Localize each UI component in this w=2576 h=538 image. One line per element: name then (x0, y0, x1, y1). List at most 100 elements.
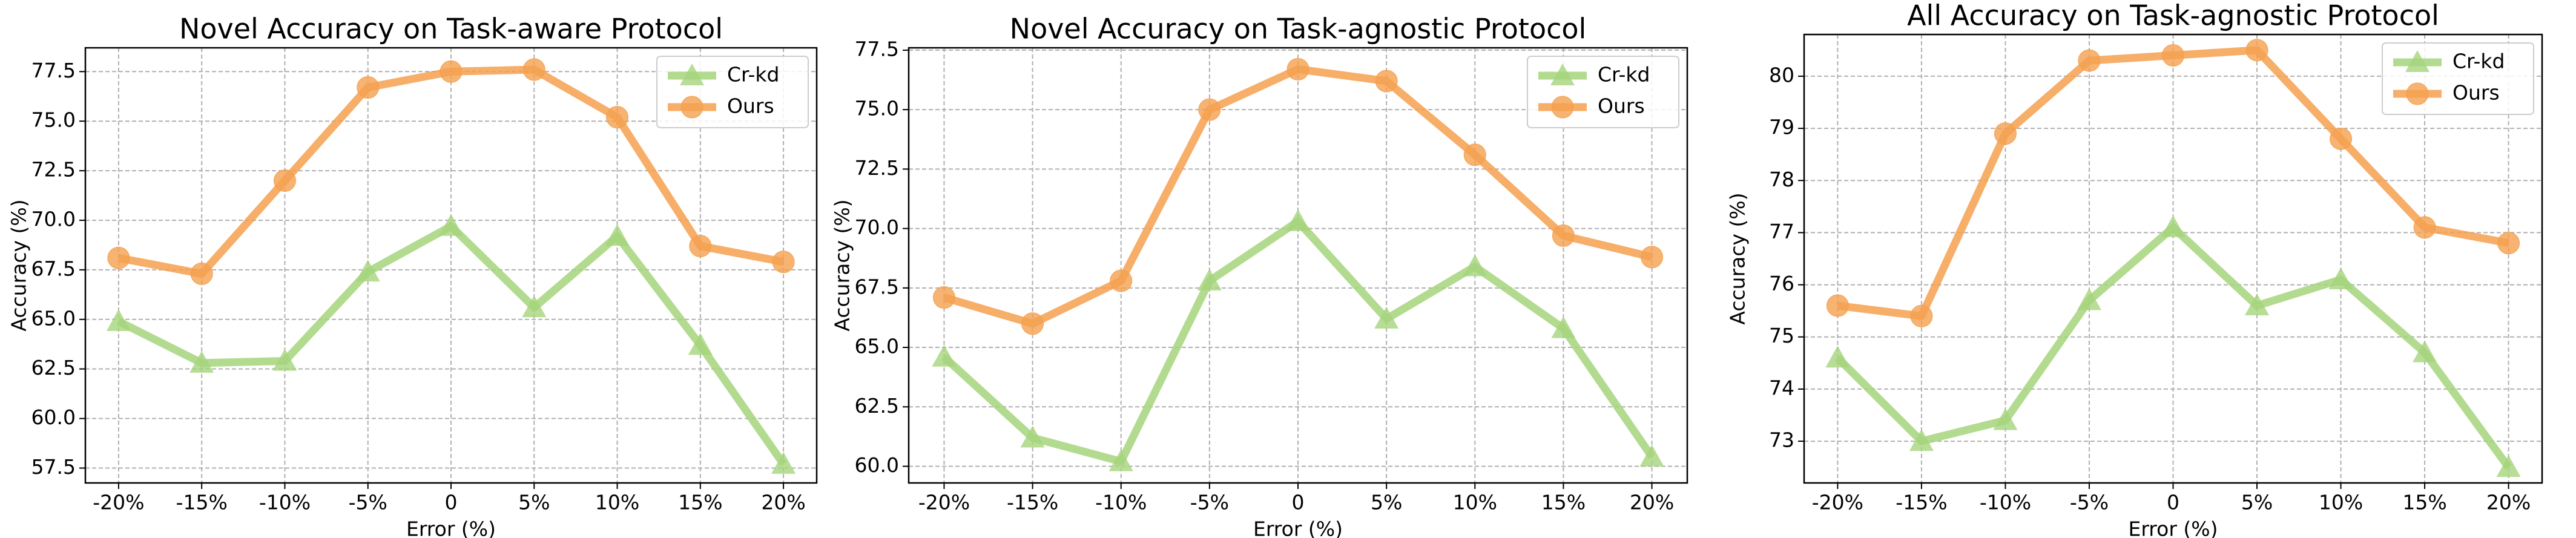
marker (1374, 306, 1399, 329)
marker (1108, 449, 1133, 471)
y-tick-label: 77.5 (855, 37, 899, 61)
marker (355, 260, 380, 282)
marker (1994, 122, 2017, 145)
x-tick-label: 5% (1371, 491, 1402, 514)
y-tick-label: 70.0 (31, 207, 76, 231)
marker (1463, 254, 1487, 277)
marker (1826, 294, 1849, 317)
x-tick-label: -10% (1980, 491, 2031, 514)
marker (522, 295, 547, 318)
x-tick-label: -15% (1896, 491, 1947, 514)
marker (2497, 232, 2520, 255)
marker (2161, 215, 2186, 237)
marker (606, 106, 629, 129)
marker (1110, 269, 1133, 292)
marker (439, 214, 463, 236)
x-axis-label: Error (%) (2128, 517, 2218, 538)
marker (2328, 267, 2353, 289)
y-tick-label: 74 (1769, 376, 1794, 399)
y-tick-label: 62.5 (855, 394, 899, 418)
marker (189, 350, 214, 373)
marker (932, 344, 957, 367)
y-tick-label: 77 (1769, 220, 1794, 243)
legend-label: Ours (2452, 81, 2500, 105)
y-tick-label: 72.5 (31, 158, 76, 182)
x-tick-label: 20% (1630, 491, 1674, 514)
legend-label: Cr-kd (2452, 50, 2505, 73)
marker (1993, 408, 2018, 430)
x-tick-label: 10% (1453, 491, 1497, 514)
y-tick-label: 72.5 (855, 156, 899, 180)
x-tick-label: 15% (1541, 491, 1586, 514)
marker (107, 246, 130, 269)
x-tick-label: -20% (918, 491, 970, 514)
x-tick-label: 10% (595, 491, 639, 514)
x-tick-label: -15% (176, 491, 228, 514)
marker (2413, 340, 2437, 362)
y-tick-label: 62.5 (31, 356, 76, 379)
marker (2406, 82, 2429, 105)
marker (1641, 246, 1664, 269)
x-tick-label: 0 (2167, 491, 2179, 514)
marker (272, 349, 297, 371)
x-tick-label: 10% (2319, 491, 2363, 514)
x-tick-label: -5% (1190, 491, 1229, 514)
y-tick-label: 80 (1769, 63, 1794, 87)
marker (605, 224, 630, 246)
marker (2162, 44, 2184, 67)
marker (2245, 39, 2268, 62)
x-tick-label: 0 (1292, 491, 1305, 514)
y-axis-label: Accuracy (%) (831, 199, 854, 331)
marker (1639, 444, 1664, 467)
marker (190, 262, 213, 285)
y-tick-label: 57.5 (31, 455, 76, 479)
y-axis-label: Accuracy (%) (7, 199, 31, 331)
x-tick-label: 5% (518, 491, 550, 514)
marker (2245, 294, 2270, 316)
marker (440, 60, 463, 83)
marker (1909, 429, 1934, 451)
axes-frame (1803, 33, 2543, 484)
y-tick-label: 75.0 (31, 108, 76, 132)
legend-label: Cr-kd (727, 63, 779, 87)
marker (680, 64, 704, 85)
marker (932, 286, 955, 309)
x-tick-label: -5% (349, 491, 387, 514)
y-tick-label: 67.5 (31, 257, 76, 280)
marker (522, 58, 545, 81)
marker (1198, 98, 1221, 121)
marker (1551, 316, 1576, 338)
x-tick-label: 20% (761, 491, 805, 514)
axes-frame (84, 47, 818, 484)
x-tick-label: 15% (678, 491, 722, 514)
x-tick-label: 20% (2486, 491, 2531, 514)
marker (2413, 216, 2436, 239)
y-tick-label: 65.0 (31, 306, 76, 330)
y-tick-label: 65.0 (855, 335, 899, 358)
x-tick-label: -10% (259, 491, 311, 514)
marker (1286, 209, 1310, 231)
marker (1552, 224, 1575, 247)
marker (106, 309, 131, 332)
axes-frame (908, 47, 1688, 484)
marker (1021, 312, 1044, 335)
marker (772, 251, 795, 274)
chart-title: Novel Accuracy on Task-agnostic Protocol (1010, 13, 1587, 45)
marker (2077, 288, 2101, 310)
y-tick-label: 60.0 (31, 405, 76, 429)
marker (1375, 70, 1398, 93)
marker (1825, 346, 1850, 368)
marker (2496, 455, 2521, 477)
x-tick-label: 5% (2241, 491, 2273, 514)
y-tick-label: 78 (1769, 168, 1794, 191)
marker (2405, 50, 2429, 72)
marker (1197, 269, 1222, 291)
chart-title: All Accuracy on Task-agnostic Protocol (1907, 0, 2439, 32)
y-axis-label: Accuracy (%) (1726, 192, 1750, 324)
x-tick-label: -20% (1812, 491, 1863, 514)
x-tick-label: -10% (1095, 491, 1147, 514)
y-tick-label: 75.0 (855, 97, 899, 120)
marker (2078, 49, 2101, 72)
marker (1550, 64, 1575, 85)
